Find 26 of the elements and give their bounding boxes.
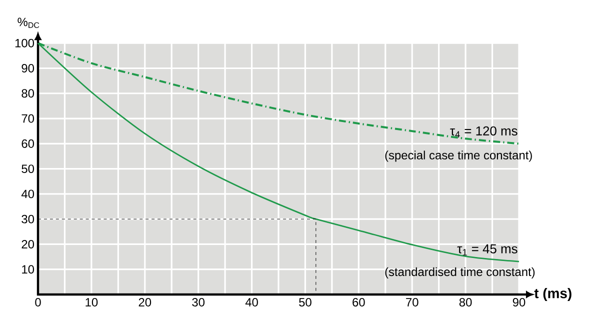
x-tick-label: 50	[299, 298, 312, 306]
annotation: (standardised time constant)	[385, 267, 535, 278]
y-tick-label: 50	[22, 164, 34, 174]
x-tick-label: 90	[512, 298, 526, 306]
x-tick-label: 60	[352, 298, 365, 306]
annotation: (special case time constant)	[385, 150, 532, 162]
x-tick-label: 80	[459, 298, 472, 306]
x-tick-label: 30	[192, 298, 205, 306]
x-axis-title: t (ms)	[534, 288, 572, 301]
y-tick-label: 20	[22, 240, 34, 248]
y-tick-label: 40	[21, 190, 34, 198]
x-tick-label: 70	[406, 298, 418, 306]
y-tick-label: 80	[22, 89, 34, 98]
y-tick-label: 100	[15, 38, 34, 48]
x-tick-label: 0	[35, 298, 41, 306]
y-tick-label: 70	[22, 114, 34, 123]
x-tick-label: 20	[138, 298, 152, 306]
y-tick-label: 90	[22, 64, 34, 72]
y-tick-label: 30	[22, 214, 34, 224]
x-tick-label: 10	[86, 298, 98, 306]
series-label: τ$_{4}$ = 120 ms	[450, 126, 518, 138]
y-tick-label: 10	[22, 265, 34, 274]
y-axis-title: %$_{DC}$	[18, 18, 40, 28]
y-tick-label: 60	[22, 139, 34, 148]
x-tick-label: 40	[245, 298, 258, 306]
series-label: τ$_{1}$ = 45 ms	[457, 244, 518, 256]
